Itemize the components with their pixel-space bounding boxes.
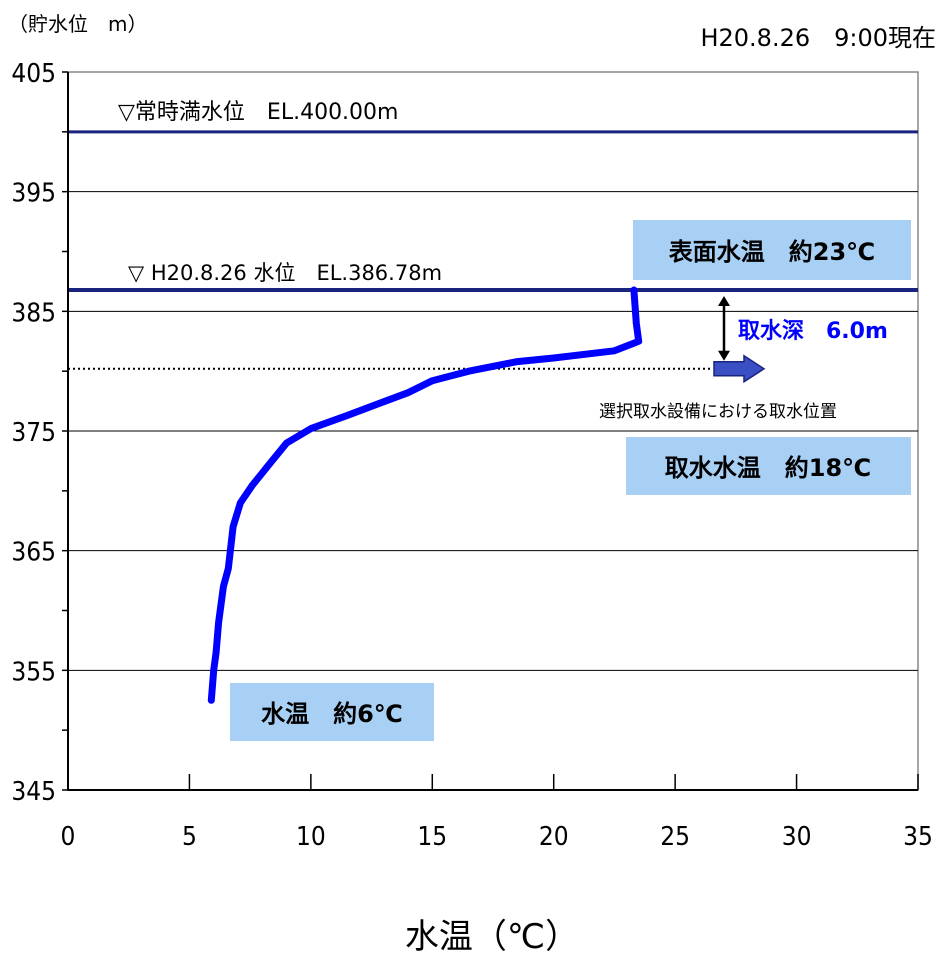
axes: 345 355 365 375 385 395 405 0 5 10 15 20 25 30 35	[11, 59, 933, 852]
y-tick-label: 385	[11, 298, 56, 328]
x-tick-label: 35	[903, 822, 933, 852]
y-unit-label: （貯水位 m）	[8, 12, 147, 36]
x-tick-label: 15	[417, 822, 447, 852]
surface-temp-box	[633, 220, 911, 280]
intake-temp-label: 取水水温 約18℃	[665, 454, 871, 482]
intake-arrow-icon	[713, 354, 766, 384]
full-water-level-label: ▽常時満水位 EL.400.00m	[118, 100, 398, 125]
y-tick-label: 345	[11, 777, 56, 807]
intake-depth-arrow-head-up	[718, 296, 730, 307]
x-tick-label: 0	[61, 822, 76, 852]
surface-temp-label: 表面水温 約23℃	[669, 238, 875, 266]
reference-lines: ▽常時満水位 EL.400.00m ▽ H20.8.26 水位 EL.386.78…	[68, 100, 918, 370]
timestamp: H20.8.26 9:00現在	[700, 24, 936, 52]
x-tick-label: 25	[660, 822, 690, 852]
series-layer	[207, 286, 643, 704]
intake-depth-label: 取水深 6.0m	[738, 319, 888, 344]
x-axis-title: 水温（℃）	[405, 917, 579, 957]
x-tick-label: 20	[539, 822, 569, 852]
gridlines	[67, 71, 919, 791]
x-tick-label: 30	[782, 822, 812, 852]
y-tick-label: 375	[11, 418, 56, 448]
bottom-temp-box	[230, 683, 434, 741]
y-tick-label: 365	[11, 538, 56, 568]
bottom-temp-label: 水温 約6℃	[261, 700, 403, 728]
intake-position-label: 選択取水設備における取水位置	[599, 402, 837, 422]
intake-temp-box	[626, 437, 911, 495]
annotations-layer: 表面水温 約23℃ 取水水温 約18℃ 水温 約6℃ 取水深 6.0m 選択取水設備にお…	[230, 220, 911, 741]
x-tick-label: 10	[296, 822, 326, 852]
y-tick-label: 405	[11, 59, 56, 89]
text-layer: （貯水位 m） H20.8.26 9:00現在 水温（℃）	[8, 12, 936, 957]
y-tick-label: 395	[11, 179, 56, 209]
temperature-profile-line	[207, 286, 643, 704]
intake-depth-arrow-head-down	[718, 350, 730, 361]
x-tick-label: 5	[182, 822, 197, 852]
y-tick-label: 355	[11, 657, 56, 687]
current-water-level-label: ▽ H20.8.26 水位 EL.386.78m	[128, 261, 442, 285]
